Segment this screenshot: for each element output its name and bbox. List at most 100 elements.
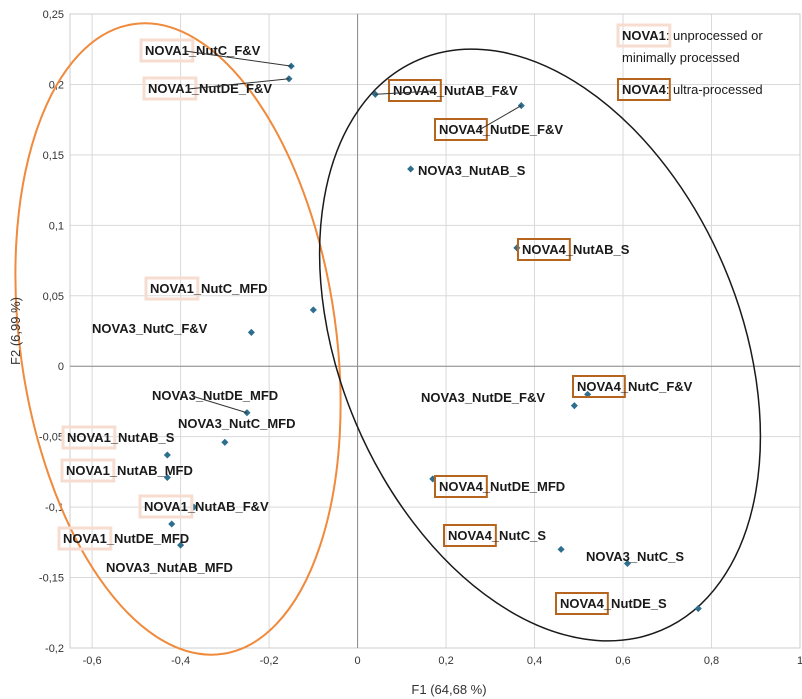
point-label: NOVA3_NutDE_MFD — [152, 388, 278, 403]
legend-key: NOVA1 — [622, 28, 666, 43]
x-tick-label: -0,6 — [83, 655, 102, 667]
point-label-suffix: _NutDE_MFD — [195, 388, 278, 403]
point-label-prefix: NOVA1 — [148, 81, 192, 96]
point-label: NOVA3_NutC_F&V — [92, 321, 208, 336]
point-label-suffix: _NutAB_S — [461, 163, 526, 178]
point-label: NOVA1_NutC_F&V — [145, 43, 261, 58]
point-label-suffix: _NutC_MFD — [221, 416, 296, 431]
point-label: NOVA4_NutC_F&V — [577, 379, 693, 394]
y-tick-label: 0,05 — [43, 291, 64, 303]
leader-line — [187, 78, 290, 90]
nova1-highlight-box — [60, 458, 116, 483]
leader-line — [184, 50, 292, 67]
point-label: NOVA1_NutAB_F&V — [144, 499, 269, 514]
point-label-suffix: _NutAB_F&V — [436, 83, 518, 98]
point-label: NOVA1_NutAB_MFD — [66, 463, 193, 478]
point-label: NOVA4_NutDE_F&V — [439, 122, 563, 137]
x-tick-label: -0,4 — [171, 655, 190, 667]
data-point — [513, 244, 521, 252]
point-label-prefix: NOVA4 — [577, 379, 622, 394]
x-tick-label: 0,6 — [615, 655, 630, 667]
point-label-prefix: NOVA4 — [522, 242, 567, 257]
point-label-suffix: _NutAB_MFD — [109, 463, 193, 478]
data-point — [221, 438, 229, 446]
data-point — [557, 545, 565, 553]
point-label-prefix: NOVA3 — [586, 549, 630, 564]
point-label-suffix: _NutDE_S — [603, 596, 667, 611]
point-label-prefix: NOVA4 — [448, 528, 493, 543]
legend-label: : unprocessed or — [666, 28, 764, 43]
point-label-prefix: NOVA4 — [393, 83, 438, 98]
data-point — [177, 541, 185, 549]
data-points — [163, 62, 702, 613]
point-label-prefix: NOVA3 — [106, 560, 150, 575]
data-point — [309, 306, 317, 314]
nova4-highlight-box — [434, 118, 488, 141]
point-label: NOVA4_NutAB_F&V — [393, 83, 518, 98]
point-label-suffix: _NutC_F&V — [135, 321, 208, 336]
x-tick-label: -0,2 — [260, 655, 279, 667]
point-label-suffix: _NutDE_F&V — [482, 122, 564, 137]
legend-highlight-box — [617, 78, 671, 101]
point-label-prefix: NOVA4 — [439, 122, 484, 137]
point-label-prefix: NOVA3 — [92, 321, 136, 336]
leader-line — [478, 105, 522, 131]
nova4-highlight-box — [517, 238, 571, 261]
y-tick-label: -0,15 — [39, 573, 64, 585]
point-label-suffix: _NutDE_F&V — [191, 81, 273, 96]
point-label-suffix: _NutAB_MFD — [149, 560, 233, 575]
point-label-suffix: _NutDE_MFD — [482, 479, 565, 494]
x-axis-title: F1 (64,68 %) — [411, 682, 486, 697]
point-label-suffix: _NutC_S — [629, 549, 685, 564]
y-tick-label: -0,05 — [39, 432, 64, 444]
legend-entry-nova1: NOVA1: unprocessed or — [622, 28, 763, 43]
nova4-highlight-box — [572, 375, 626, 398]
data-point — [694, 605, 702, 613]
y-tick-label: 0,25 — [43, 9, 64, 21]
point-label-prefix: NOVA1 — [150, 281, 194, 296]
nova4-highlight-box — [443, 524, 497, 547]
nova4-highlight-box — [555, 592, 609, 615]
point-label: NOVA4_NutDE_MFD — [439, 479, 565, 494]
data-point — [623, 559, 631, 568]
leader-line — [375, 90, 434, 95]
nova1-group-ellipse — [14, 22, 342, 656]
y-tick-label: -0,2 — [45, 643, 64, 655]
y-tick-label: 0,1 — [49, 220, 64, 232]
data-point — [163, 473, 171, 482]
legend-highlight-box — [616, 23, 672, 48]
y-tick-label: 0,15 — [43, 150, 64, 162]
x-tick-label: 0 — [355, 655, 361, 667]
point-label-prefix: NOVA3 — [152, 388, 196, 403]
y-tick-label: 0 — [58, 361, 64, 373]
point-label-prefix: NOVA1 — [67, 430, 111, 445]
point-label: NOVA4_NutDE_S — [560, 596, 667, 611]
point-label: NOVA1_NutDE_F&V — [148, 81, 272, 96]
x-tick-label: 0,4 — [527, 655, 542, 667]
point-label-prefix: NOVA4 — [560, 596, 605, 611]
point-label-suffix: _NutC_S — [491, 528, 547, 543]
data-point — [247, 328, 255, 336]
data-point — [570, 402, 578, 410]
point-label-suffix: _NutAB_S — [110, 430, 175, 445]
point-label-prefix: NOVA3 — [421, 390, 465, 405]
x-tick-label: 0,2 — [438, 655, 453, 667]
x-tick-label: 1 — [797, 655, 802, 667]
point-label-prefix: NOVA4 — [439, 479, 484, 494]
point-label-suffix: _NutC_F&V — [620, 379, 693, 394]
point-label-suffix: _NutDE_F&V — [464, 390, 546, 405]
nova4-group-ellipse — [318, 48, 762, 642]
point-label: NOVA4_NutAB_S — [522, 242, 630, 257]
y-tick-label: -0,1 — [45, 502, 64, 514]
y-axis-title: F2 (6,99 %) — [8, 297, 23, 365]
leader-line — [191, 395, 248, 414]
data-point — [168, 520, 176, 528]
legend-label: : ultra-processed — [666, 82, 763, 97]
point-label-prefix: NOVA1 — [145, 43, 189, 58]
point-label-suffix: _NutAB_S — [565, 242, 630, 257]
legend: NOVA1: unprocessed or minimally processed… — [616, 23, 763, 101]
point-label-suffix: _NutC_MFD — [193, 281, 268, 296]
point-label: NOVA3_NutC_S — [586, 549, 684, 564]
point-label-suffix: _NutC_F&V — [188, 43, 261, 58]
